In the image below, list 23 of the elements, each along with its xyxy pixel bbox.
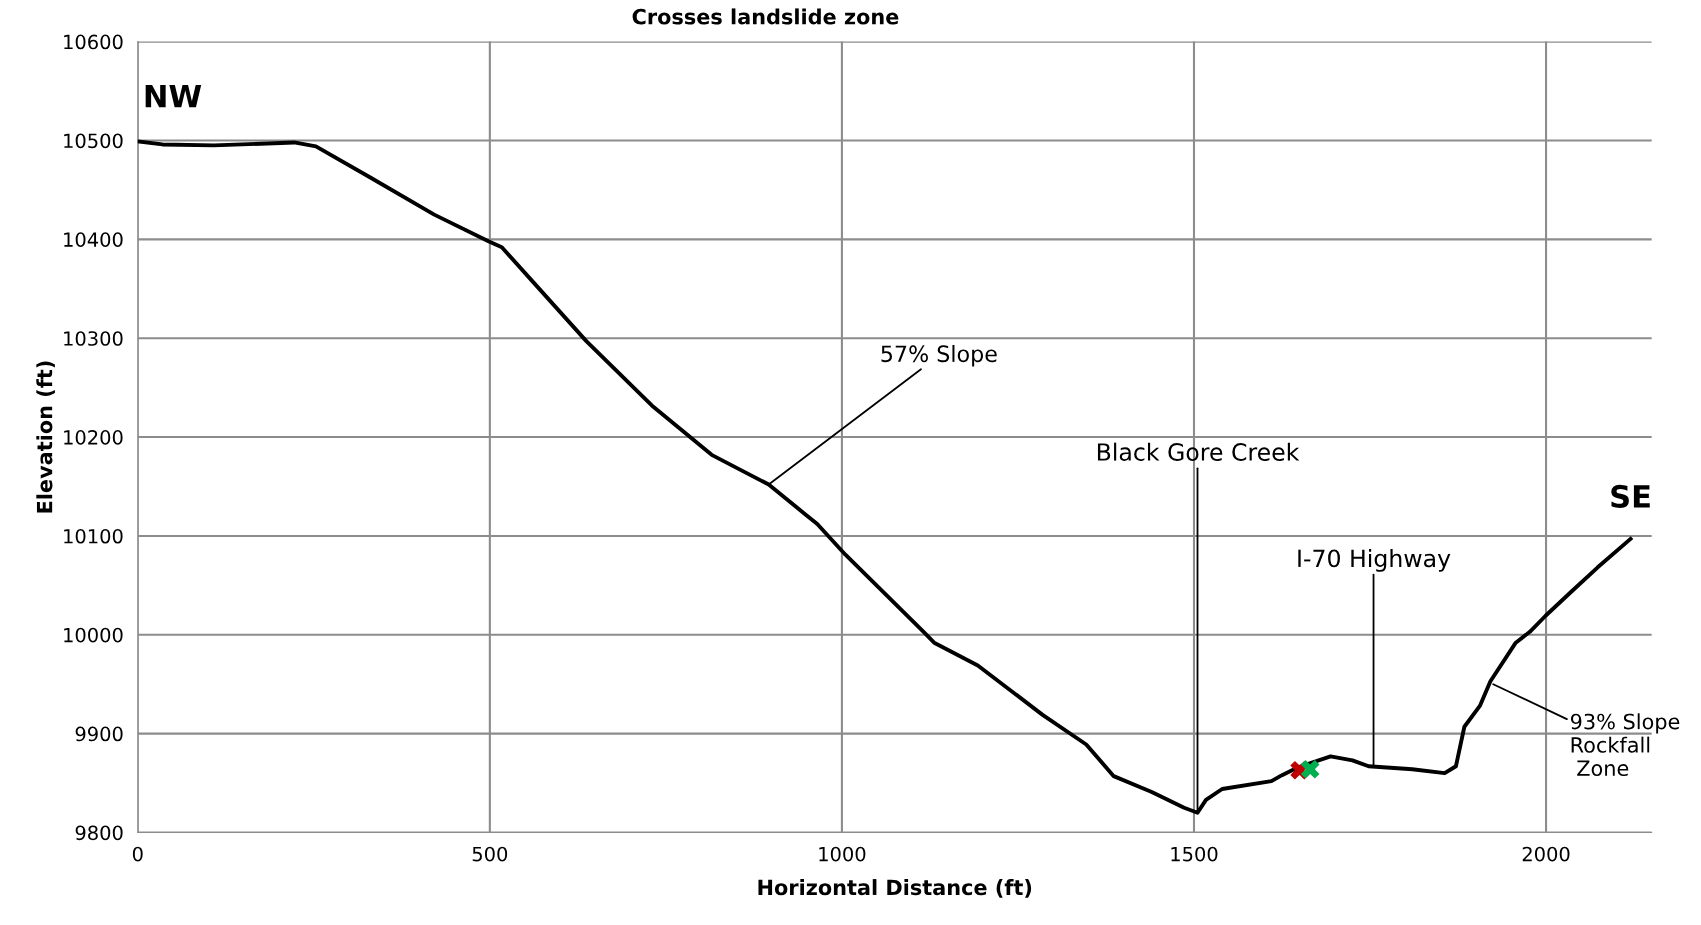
annotation: SE — [1611, 484, 1650, 508]
y-tick-label: 10300 — [64, 331, 123, 346]
x-axis-title: Horizontal Distance (ft) — [758, 879, 1032, 898]
annotation: 93% Slope Rockfall Zone — [1570, 713, 1680, 777]
x-tick-label: 500 — [472, 846, 508, 862]
y-tick-label: 10600 — [64, 34, 123, 50]
y-tick-label: 10500 — [64, 133, 123, 149]
y-tick-label: 9900 — [75, 726, 123, 742]
x-tick-label: 2000 — [1522, 846, 1570, 862]
x-tick-label: 1500 — [1171, 846, 1218, 862]
annotation: Black Gore Creek — [1097, 442, 1300, 461]
y-tick-label: 9800 — [75, 825, 123, 841]
x-tick-label: 0 — [132, 846, 143, 862]
x-tick-label: 1000 — [819, 846, 866, 862]
annotation: I-70 Highway — [1298, 548, 1451, 572]
annotation: 57% Slope — [881, 344, 997, 367]
y-tick-label: 10100 — [64, 528, 123, 544]
y-axis-title: Elevation (ft) — [36, 361, 55, 513]
chart-title: Crosses landslide zone — [632, 8, 899, 25]
y-tick-label: 10200 — [64, 430, 123, 445]
y-tick-label: 10400 — [64, 232, 123, 248]
annotation: NW — [145, 85, 202, 108]
y-tick-label: 10000 — [64, 627, 123, 643]
